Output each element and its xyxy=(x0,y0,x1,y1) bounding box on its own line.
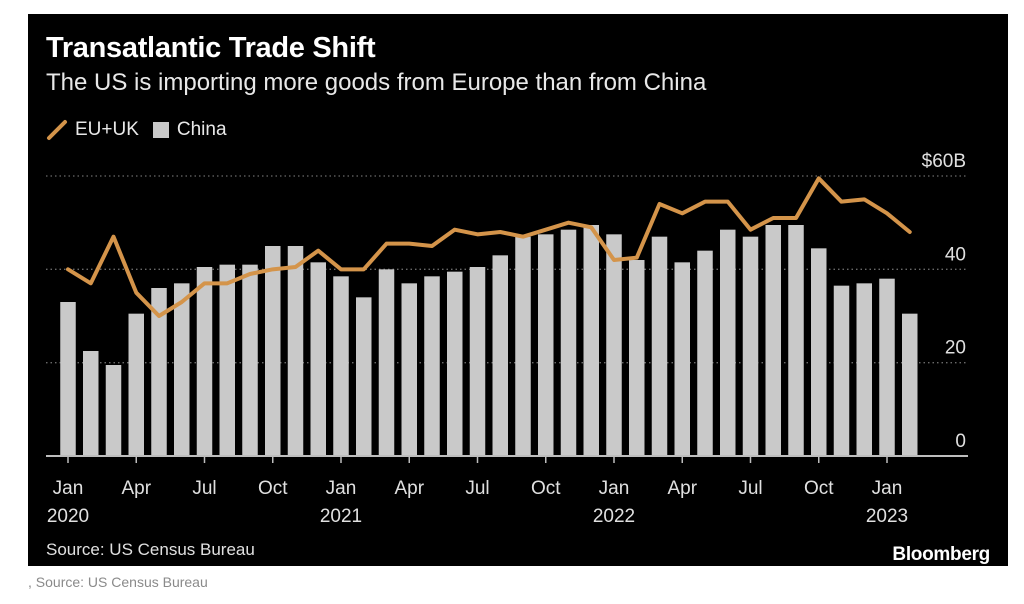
legend-label-china: China xyxy=(176,119,227,140)
china-bar xyxy=(606,234,622,456)
china-bar xyxy=(83,351,99,456)
x-year-label: 2023 xyxy=(866,506,908,527)
china-bar xyxy=(105,365,122,456)
x-tick-label: Oct xyxy=(258,478,288,499)
x-tick-label: Jan xyxy=(872,478,903,499)
china-bar xyxy=(811,248,827,456)
legend-label-eu-uk: EU+UK xyxy=(75,119,139,140)
x-tick-label: Jan xyxy=(326,478,357,499)
source-note: Source: US Census Bureau xyxy=(46,540,255,559)
china-bar xyxy=(310,262,326,456)
china-bar xyxy=(538,234,554,456)
china-bar xyxy=(651,236,668,456)
x-year-label: 2020 xyxy=(47,506,89,527)
china-bar xyxy=(492,255,508,456)
china-bar xyxy=(833,285,850,456)
y-tick-label: $60B xyxy=(922,151,966,172)
x-tick-label: Apr xyxy=(121,478,151,499)
china-bar xyxy=(424,276,440,456)
x-tick-label: Jul xyxy=(465,478,489,499)
y-tick-label: 40 xyxy=(945,244,966,265)
y-tick-label: 20 xyxy=(945,338,966,359)
x-tick-label: Apr xyxy=(667,478,697,499)
china-bar xyxy=(128,313,144,456)
chart-title: Transatlantic Trade Shift xyxy=(46,32,376,64)
x-tick-label: Jan xyxy=(53,478,84,499)
china-bar xyxy=(879,278,895,456)
china-bar xyxy=(629,260,645,456)
china-bar xyxy=(902,313,918,456)
legend-item-china: China xyxy=(152,119,227,141)
china-bars xyxy=(60,225,918,456)
china-bar xyxy=(219,264,235,456)
china-bar xyxy=(265,246,281,456)
chart-subtitle: The US is importing more goods from Euro… xyxy=(46,69,707,96)
china-bar xyxy=(196,267,213,456)
china-bar xyxy=(583,225,599,456)
china-bar xyxy=(788,225,804,456)
chart-plot: $60B 40 20 0 Jan 2020 Apr Jul Oct Jan 2021 Apr Jul Oc… xyxy=(46,151,968,527)
china-bar xyxy=(242,264,258,456)
legend-line-swatch xyxy=(47,120,67,140)
china-bar xyxy=(765,225,781,456)
x-tick-label: Jul xyxy=(192,478,216,499)
china-bar xyxy=(60,302,76,456)
china-bar xyxy=(856,283,872,456)
china-bar xyxy=(287,246,304,456)
china-bar xyxy=(697,250,713,456)
china-bar xyxy=(151,288,167,456)
x-year-label: 2021 xyxy=(320,506,362,527)
china-bar xyxy=(174,283,190,456)
bloomberg-logo: Bloomberg xyxy=(892,544,990,565)
x-tick-label: Jan xyxy=(599,478,630,499)
china-bar xyxy=(378,269,395,456)
china-bar xyxy=(720,229,736,456)
china-bar xyxy=(333,276,349,456)
y-tick-label: 0 xyxy=(955,431,966,452)
x-tick-label: Apr xyxy=(394,478,424,499)
eu-uk-line xyxy=(66,176,912,318)
china-bar xyxy=(560,229,577,456)
legend-item-eu-uk: EU+UK xyxy=(46,119,139,141)
image-caption: , Source: US Census Bureau xyxy=(28,574,208,590)
china-bar xyxy=(742,236,759,456)
china-bar xyxy=(356,297,372,456)
eu-uk-series-line xyxy=(66,176,912,318)
china-bar xyxy=(515,236,531,456)
chart-panel: Transatlantic Trade Shift The US is impo… xyxy=(28,14,1008,566)
x-tick-label: Oct xyxy=(804,478,834,499)
axes: $60B 40 20 0 Jan 2020 Apr Jul Oct Jan 2021 Apr Jul Oc… xyxy=(46,151,968,527)
china-bar xyxy=(447,271,463,456)
x-year-label: 2022 xyxy=(593,506,635,527)
legend: EU+UK China xyxy=(46,118,241,142)
x-tick-label: Oct xyxy=(531,478,561,499)
china-bar xyxy=(401,283,417,456)
x-tick-label: Jul xyxy=(738,478,762,499)
china-bar xyxy=(469,267,486,456)
china-bar xyxy=(674,262,690,456)
legend-box-swatch xyxy=(152,122,169,138)
